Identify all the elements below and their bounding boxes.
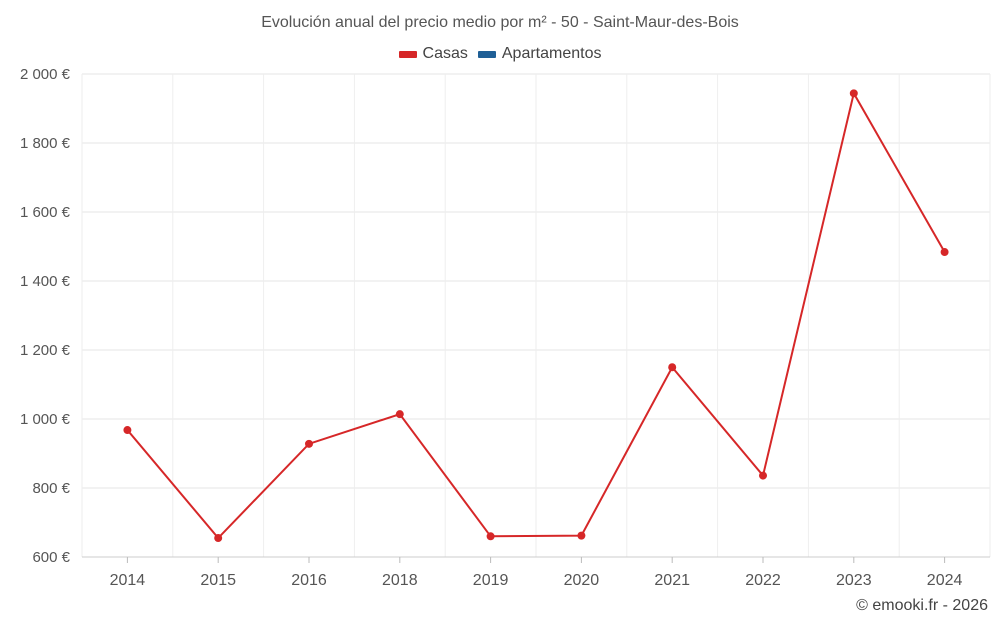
data-point-casas[interactable] — [395, 410, 404, 419]
chart-title: Evolución anual del precio medio por m² … — [261, 14, 739, 31]
legend-item-casas[interactable]: Casas — [398, 45, 468, 63]
y-tick-label: 800 € — [32, 480, 70, 497]
y-tick-label: 1 400 € — [20, 273, 71, 290]
data-point-casas[interactable] — [759, 471, 767, 480]
x-tick-label: 2022 — [745, 572, 781, 589]
legend-label-casas: Casas — [422, 45, 468, 62]
y-tick-label: 1 000 € — [20, 411, 71, 428]
x-tick-label: 2015 — [200, 572, 236, 589]
x-tick-label: 2018 — [382, 572, 418, 589]
data-point-casas[interactable] — [577, 531, 586, 540]
data-point-casas[interactable] — [214, 534, 223, 543]
x-tick-label: 2014 — [110, 572, 146, 589]
y-tick-label: 600 € — [32, 549, 70, 566]
legend-swatch-apartamentos — [477, 50, 496, 58]
data-point-casas[interactable] — [668, 363, 677, 372]
data-point-casas[interactable] — [849, 89, 858, 98]
data-point-casas[interactable] — [305, 439, 313, 448]
y-tick-label: 1 800 € — [20, 135, 71, 152]
legend-item-apartamentos[interactable]: Apartamentos — [477, 45, 602, 63]
data-point-casas[interactable] — [486, 532, 495, 541]
y-tick-label: 2 000 € — [20, 66, 71, 83]
x-tick-label: 2019 — [473, 572, 509, 589]
y-tick-label: 1 200 € — [20, 342, 71, 359]
x-tick-label: 2024 — [927, 572, 963, 589]
x-tick-label: 2021 — [654, 572, 690, 589]
x-tick-label: 2020 — [564, 572, 600, 589]
credit-text: © emooki.fr - 2026 — [856, 597, 988, 614]
data-point-casas[interactable] — [123, 426, 132, 435]
x-tick-label: 2023 — [836, 572, 872, 589]
y-tick-label: 1 600 € — [20, 204, 71, 221]
data-point-casas[interactable] — [940, 248, 949, 257]
legend: Casas Apartamentos — [0, 45, 1000, 63]
series-line-casas — [126, 90, 946, 540]
legend-label-apartamentos: Apartamentos — [501, 45, 602, 62]
legend-swatch-casas — [398, 50, 417, 58]
x-tick-label: 2016 — [291, 572, 327, 589]
